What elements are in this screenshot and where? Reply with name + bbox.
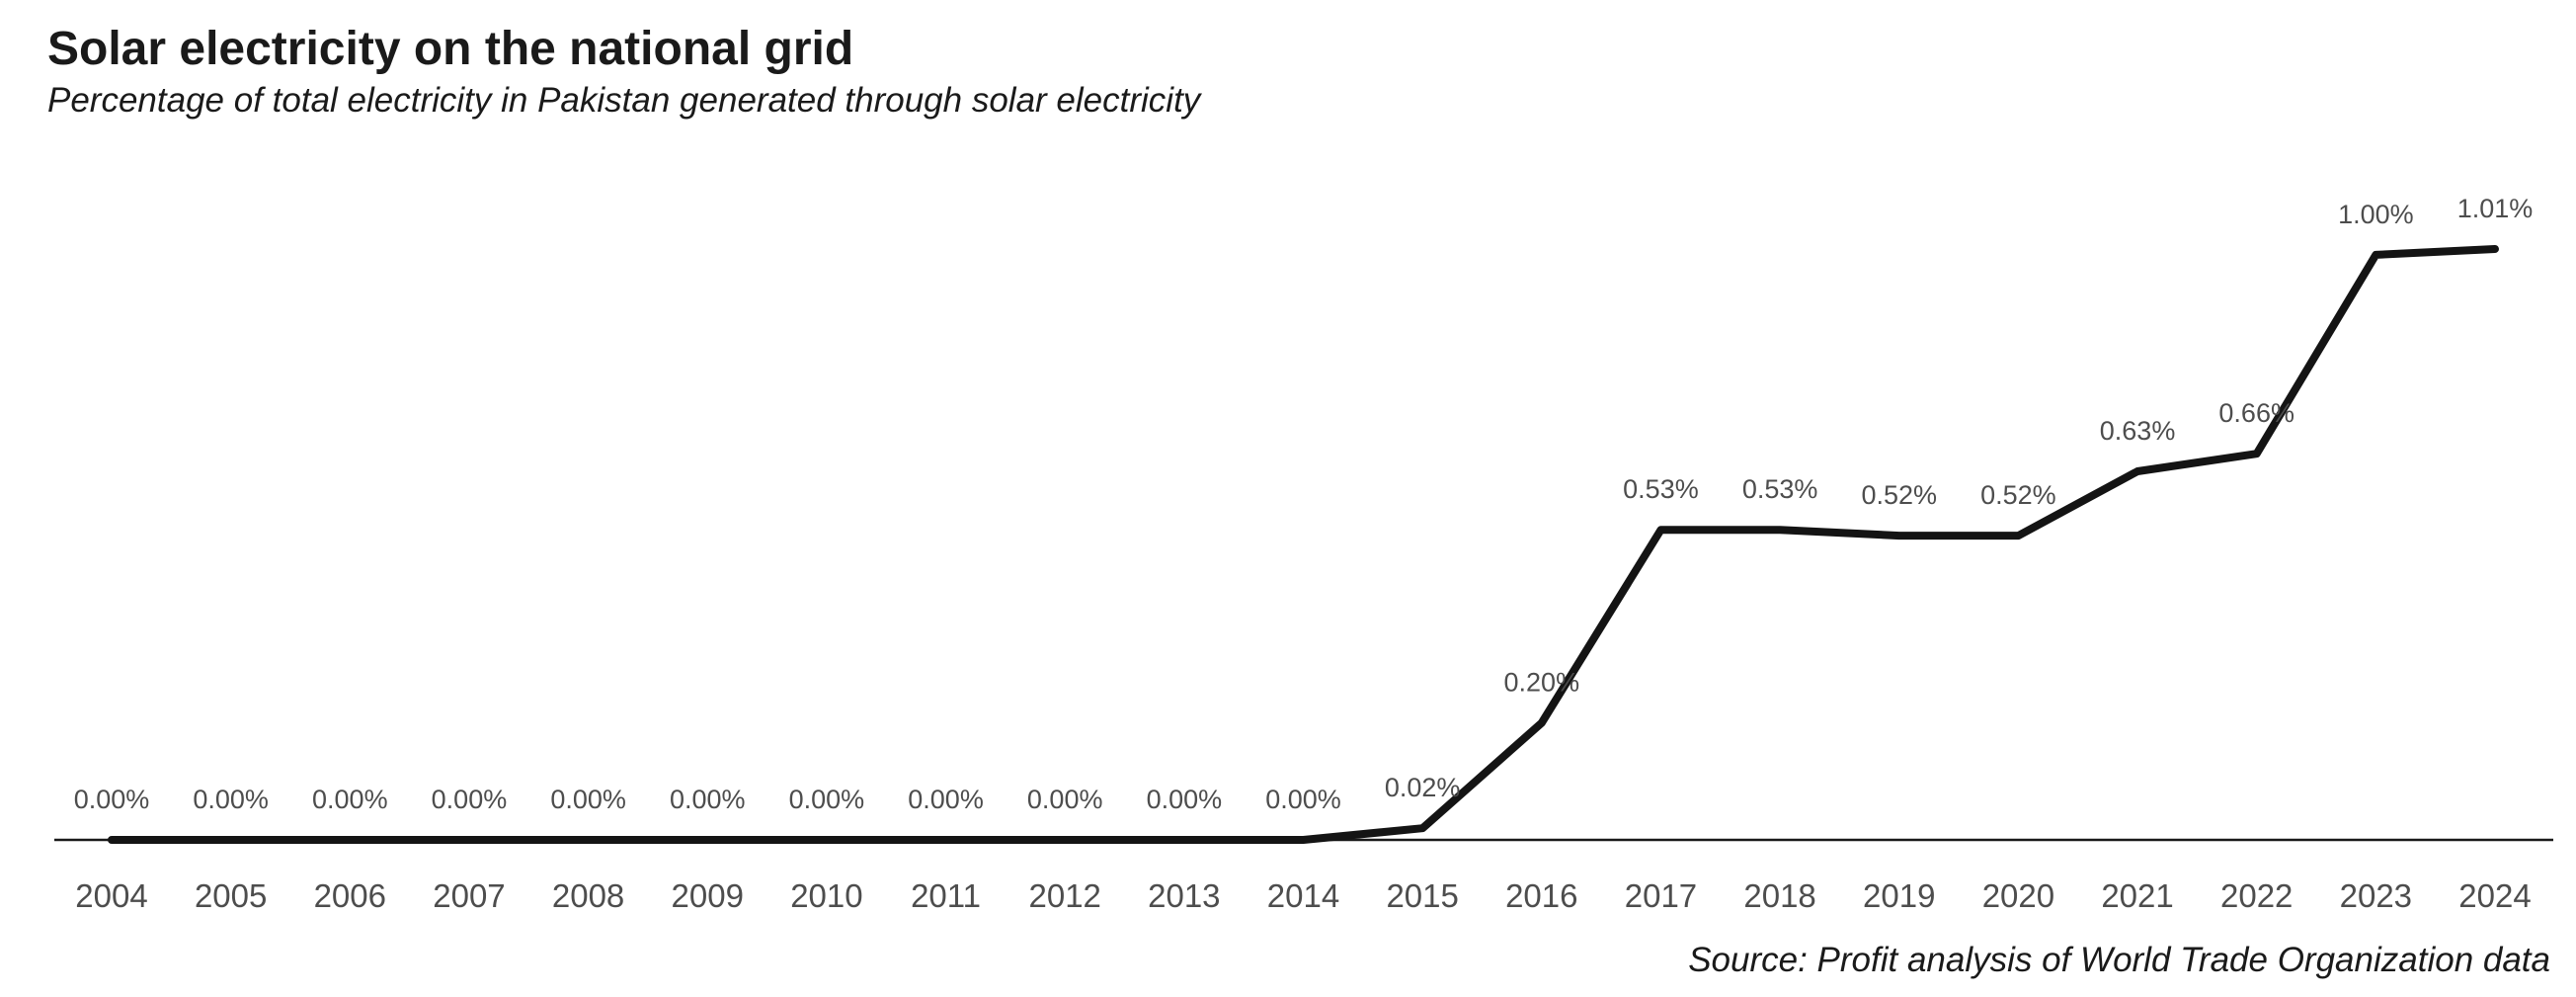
data-label-2024: 1.01% (2457, 194, 2534, 223)
data-label-2018: 0.53% (1742, 474, 1818, 504)
data-label-2014: 0.00% (1265, 785, 1341, 814)
data-label-2007: 0.00% (432, 785, 508, 814)
data-label-2015: 0.02% (1385, 773, 1461, 802)
data-label-2009: 0.00% (670, 785, 746, 814)
data-label-2010: 0.00% (789, 785, 865, 814)
data-label-2013: 0.00% (1147, 785, 1223, 814)
x-tick-label-2015: 2015 (1386, 877, 1458, 914)
x-tick-label-2011: 2011 (911, 877, 981, 914)
x-tick-label-2009: 2009 (672, 877, 744, 914)
x-tick-label-2012: 2012 (1028, 877, 1100, 914)
data-label-2011: 0.00% (908, 785, 984, 814)
x-tick-label-group: 2004 2005 2006 2007 2008 2009 2010 2011 2012 2013… (75, 877, 2531, 914)
x-tick-label-2018: 2018 (1743, 877, 1815, 914)
data-label-2016: 0.20% (1504, 668, 1580, 698)
x-tick-label-2008: 2008 (552, 877, 624, 914)
x-tick-label-2016: 2016 (1505, 877, 1577, 914)
data-label-2006: 0.00% (312, 785, 388, 814)
x-tick-label-2021: 2021 (2101, 877, 2173, 914)
data-label-2008: 0.00% (550, 785, 626, 814)
data-label-2022: 0.66% (2218, 398, 2294, 428)
x-tick-label-2020: 2020 (1982, 877, 2054, 914)
data-label-2019: 0.52% (1861, 480, 1937, 510)
chart-title: Solar electricity on the national grid (47, 23, 854, 75)
x-tick-label-2004: 2004 (75, 877, 147, 914)
data-label-2004: 0.00% (74, 785, 150, 814)
data-label-2021: 0.63% (2100, 416, 2176, 446)
x-tick-label-2010: 2010 (790, 877, 862, 914)
x-tick-label-2014: 2014 (1267, 877, 1339, 914)
series-line-group (108, 245, 2499, 844)
data-label-2017: 0.53% (1623, 474, 1699, 504)
x-tick-label-2017: 2017 (1625, 877, 1697, 914)
x-tick-label-2019: 2019 (1863, 877, 1935, 914)
series-line (108, 245, 2499, 844)
data-label-group: 0.00% 0.00% 0.00% 0.00% 0.00% 0.00% 0.00% 0.00%… (74, 194, 2534, 814)
x-tick-label-2024: 2024 (2458, 877, 2531, 914)
chart-caption: Source: Profit analysis of World Trade O… (1688, 941, 2550, 979)
chart-subtitle: Percentage of total electricity in Pakis… (47, 81, 1201, 120)
x-tick-label-2005: 2005 (195, 877, 267, 914)
x-tick-label-2022: 2022 (2220, 877, 2293, 914)
data-label-2012: 0.00% (1027, 785, 1103, 814)
data-label-2023: 1.00% (2338, 200, 2414, 229)
x-tick-label-2006: 2006 (314, 877, 386, 914)
x-tick-label-2023: 2023 (2340, 877, 2412, 914)
x-tick-label-2007: 2007 (433, 877, 505, 914)
data-label-2005: 0.00% (193, 785, 269, 814)
x-tick-label-2013: 2013 (1148, 877, 1220, 914)
data-label-2020: 0.52% (1980, 480, 2056, 510)
